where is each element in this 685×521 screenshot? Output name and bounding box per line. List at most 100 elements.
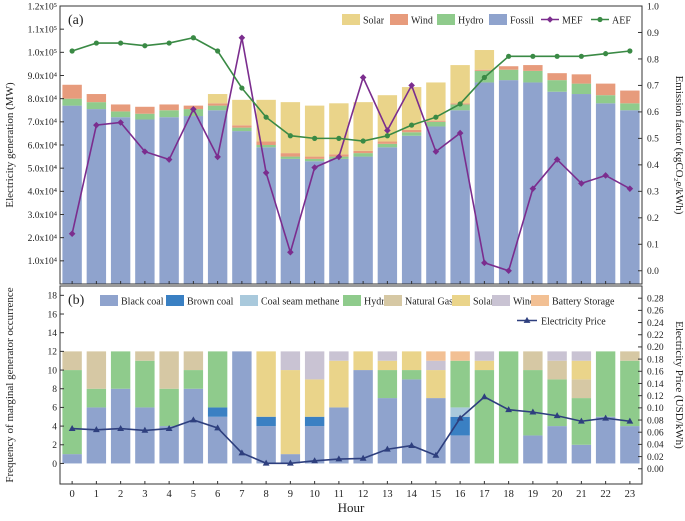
y2-axis-title: Electricity Price (USD/kWh) bbox=[673, 321, 685, 449]
right-tick-label: 0.6 bbox=[647, 108, 659, 118]
left-tick-label: 1.0x10⁵ bbox=[28, 49, 57, 59]
bar-solar-hour-6 bbox=[207, 94, 228, 104]
aef-line bbox=[71, 36, 630, 142]
bar-wind-hour-4 bbox=[159, 104, 179, 111]
bar-fossil-hour-5 bbox=[183, 116, 204, 284]
bar-hydro-hour-2 bbox=[110, 111, 131, 118]
x-tick-label: 23 bbox=[625, 489, 636, 500]
mef-point-hour-13 bbox=[384, 127, 391, 134]
bar-natural-gas-hour-23 bbox=[620, 351, 640, 361]
electricity-price-point-hour-7 bbox=[238, 449, 246, 456]
x-tick-label: 0 bbox=[70, 489, 75, 500]
bar-fossil-hour-22 bbox=[595, 103, 616, 284]
bar-fossil-hour-0 bbox=[62, 105, 82, 285]
right-tick-label: 0.10 bbox=[647, 404, 664, 414]
bar-black-coal-hour-0 bbox=[62, 454, 82, 464]
left-tick-label: 8 bbox=[52, 385, 57, 395]
bar-hydro-hour-8 bbox=[256, 145, 276, 148]
legend-label: Coal seam methane bbox=[261, 297, 340, 308]
left-tick-label: 14 bbox=[48, 329, 58, 339]
electricity-price-point-hour-4 bbox=[165, 424, 173, 431]
bar-solar-hour-12 bbox=[353, 102, 373, 151]
bar-battery-storage-hour-15 bbox=[426, 351, 446, 361]
bar-solar-hour-9 bbox=[280, 102, 301, 154]
bar-hydro-hour-9 bbox=[280, 156, 301, 159]
x-tick-label: 5 bbox=[191, 489, 196, 500]
left-tick-label: 12 bbox=[48, 348, 58, 358]
bar-hydro-hour-5 bbox=[183, 109, 204, 117]
left-tick-label: 0 bbox=[52, 460, 57, 470]
bar-black-coal-hour-8 bbox=[256, 426, 276, 464]
panel-label: (a) bbox=[68, 13, 84, 28]
bar-hydro-hour-2 bbox=[110, 351, 131, 389]
bar-black-coal-hour-19 bbox=[523, 435, 543, 464]
bar-hydro-hour-1 bbox=[86, 102, 107, 110]
bar-wind-hour-14 bbox=[401, 129, 422, 133]
bar-brown-coal-hour-6 bbox=[207, 407, 228, 417]
bar-solar-hour-17 bbox=[474, 360, 495, 371]
bar-wind-hour-1 bbox=[86, 94, 107, 103]
bar-hydro-hour-22 bbox=[595, 95, 616, 104]
legend-label: Wind bbox=[513, 297, 535, 308]
right-tick-label: 0.04 bbox=[647, 441, 664, 451]
x-tick-label: 14 bbox=[406, 489, 417, 500]
bar-brown-coal-hour-8 bbox=[256, 416, 276, 427]
electricity-price-point-hour-12 bbox=[359, 454, 367, 461]
electricity-price-point-hour-15 bbox=[432, 451, 440, 458]
bar-natural-gas-hour-4 bbox=[159, 351, 179, 389]
electricity-price-point-hour-8 bbox=[262, 459, 270, 466]
x-tick-label: 12 bbox=[358, 489, 369, 500]
aef-point-hour-13 bbox=[384, 133, 390, 139]
legend-marker-aef bbox=[597, 16, 603, 23]
bar-battery-storage-hour-16 bbox=[450, 351, 470, 361]
electricity-price-point-hour-22 bbox=[602, 414, 610, 421]
bar-fossil-hour-1 bbox=[86, 109, 107, 284]
left-tick-label: 3.0x10⁴ bbox=[28, 211, 58, 221]
legend-label: Hydro bbox=[458, 16, 484, 27]
left-tick-label: 2 bbox=[52, 441, 57, 451]
left-tick-label: 2.0x10⁴ bbox=[28, 234, 58, 244]
bar-black-coal-hour-16 bbox=[450, 435, 470, 464]
bar-hydro-hour-0 bbox=[62, 98, 82, 106]
bar-wind-hour-9 bbox=[280, 351, 301, 371]
bar-fossil-hour-19 bbox=[523, 82, 543, 284]
bar-hydro-hour-22 bbox=[595, 351, 616, 417]
bar-black-coal-hour-13 bbox=[377, 398, 398, 464]
bar-black-coal-hour-7 bbox=[232, 351, 252, 464]
bar-fossil-hour-11 bbox=[329, 158, 349, 284]
right-tick-label: 0.20 bbox=[647, 343, 664, 353]
right-tick-label: 0.16 bbox=[647, 368, 664, 378]
bar-wind-hour-0 bbox=[62, 84, 82, 99]
bar-hydro-hour-10 bbox=[304, 158, 325, 162]
aef-point-hour-1 bbox=[93, 40, 99, 46]
bar-solar-hour-21 bbox=[571, 360, 592, 380]
legend-label: Wind bbox=[411, 16, 433, 27]
bar-hydro-hour-6 bbox=[207, 351, 228, 408]
bar-solar-hour-17 bbox=[474, 50, 495, 70]
bar-fossil-hour-17 bbox=[474, 82, 495, 284]
left-tick-label: 5.0x10⁴ bbox=[28, 164, 58, 174]
bar-fossil-hour-3 bbox=[135, 119, 155, 285]
electricity-price-point-hour-20 bbox=[553, 412, 561, 419]
bar-fossil-hour-6 bbox=[207, 110, 228, 284]
x-tick-label: 21 bbox=[576, 489, 587, 500]
mef-point-hour-14 bbox=[408, 82, 415, 89]
bar-fossil-hour-9 bbox=[280, 158, 301, 284]
bar-fossil-hour-16 bbox=[450, 110, 470, 284]
right-tick-label: 0.1 bbox=[647, 241, 659, 251]
mef-point-hour-20 bbox=[553, 156, 561, 163]
legend-swatch-battery-storage bbox=[531, 295, 549, 306]
x-tick-label: 2 bbox=[118, 489, 123, 500]
aef-point-hour-7 bbox=[239, 85, 245, 91]
aef-point-hour-4 bbox=[166, 40, 172, 46]
electricity-price-point-hour-17 bbox=[480, 393, 488, 400]
legend-label: Solar bbox=[473, 297, 495, 308]
bar-fossil-hour-7 bbox=[232, 131, 252, 284]
bar-wind-hour-13 bbox=[377, 351, 398, 361]
left-tick-label: 6 bbox=[52, 404, 57, 414]
right-tick-label: 0.4 bbox=[647, 161, 659, 171]
x-tick-label: 22 bbox=[600, 489, 611, 500]
bar-natural-gas-hour-20 bbox=[547, 360, 567, 380]
bar-hydro-hour-3 bbox=[135, 113, 155, 120]
